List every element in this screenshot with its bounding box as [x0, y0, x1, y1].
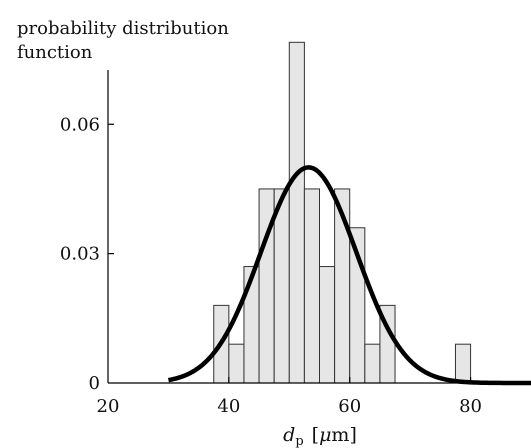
histogram-bar [364, 343, 381, 384]
histogram-bar [273, 188, 290, 384]
histogram-bar [243, 266, 260, 384]
x-tick-label: 80 [459, 396, 482, 417]
histogram-bar [288, 41, 305, 384]
y-axis-ticks: 0 0.03 0.06 [60, 114, 114, 394]
x-tick-label: 20 [97, 396, 120, 417]
histogram-bar [319, 266, 336, 384]
histogram-bar [303, 188, 320, 384]
x-tick-label: 60 [338, 396, 361, 417]
x-tick-label: 40 [217, 396, 240, 417]
histogram-bar [228, 343, 245, 384]
y-axis-title-line-1: probability distribution [17, 18, 229, 39]
x-axis-title: dp [μm] [283, 424, 357, 448]
x-axis-ticks: 20 40 60 80 [97, 377, 482, 417]
histogram-bar [454, 343, 472, 384]
y-tick-label: 0.03 [60, 244, 100, 265]
y-axis-title-line-2: function [17, 42, 93, 63]
histogram-bars [213, 41, 472, 384]
y-tick-label: 0.06 [60, 114, 100, 135]
y-tick-label: 0 [89, 373, 100, 394]
